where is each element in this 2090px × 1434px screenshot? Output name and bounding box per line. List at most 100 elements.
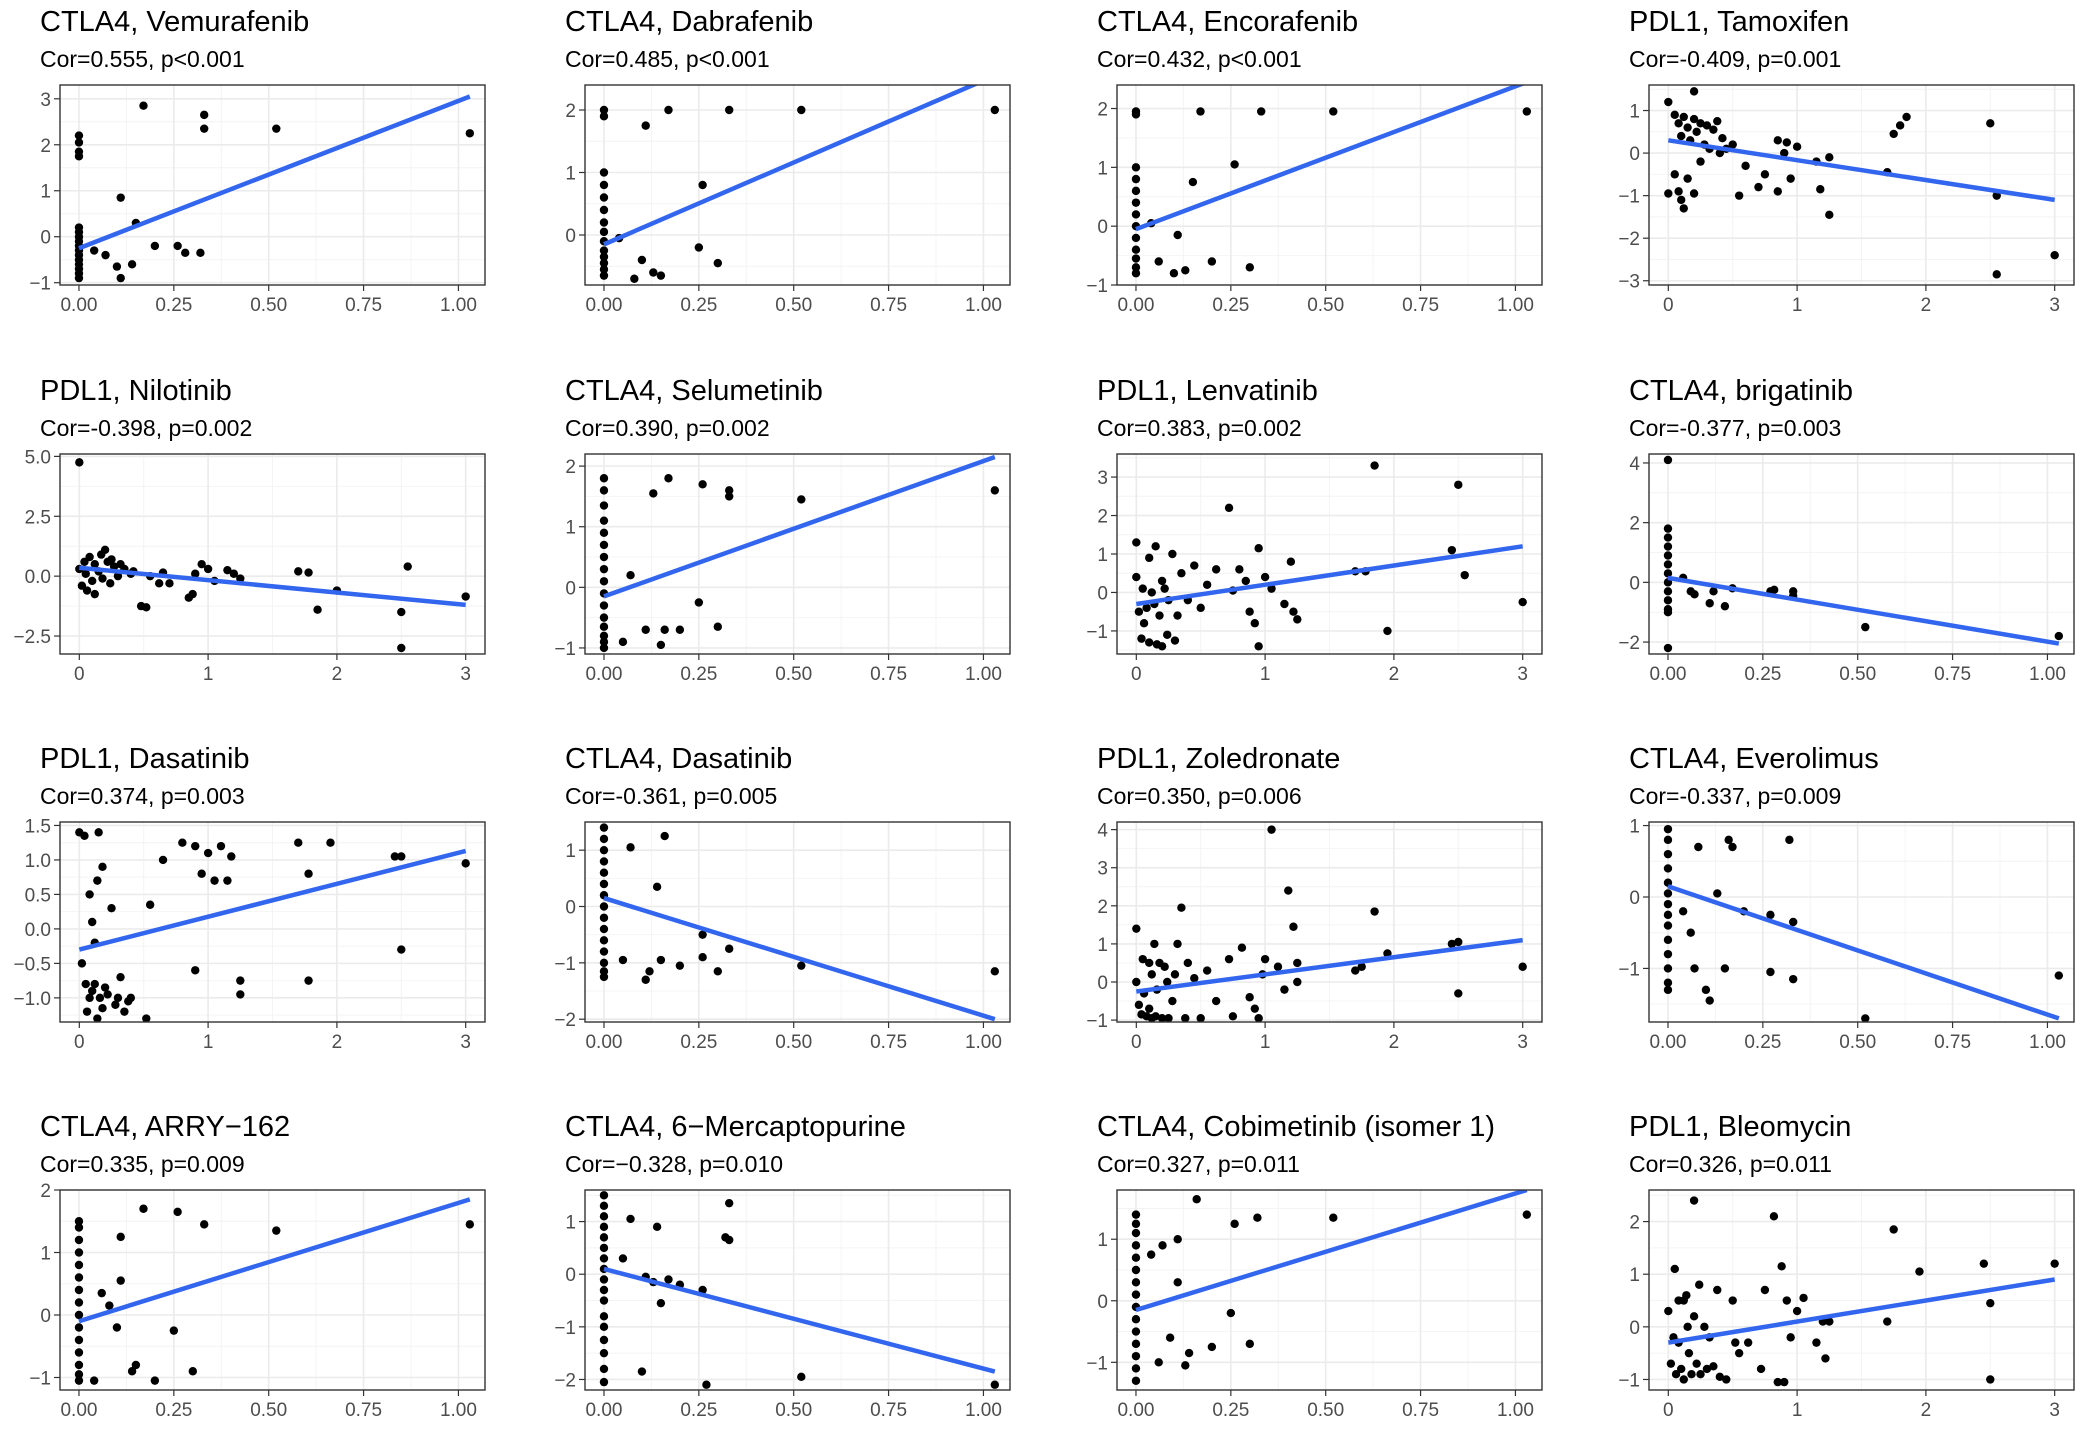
data-point bbox=[1663, 835, 1673, 845]
data-point bbox=[1694, 842, 1703, 852]
data-point bbox=[1702, 1364, 1712, 1374]
data-point bbox=[641, 975, 650, 984]
data-point bbox=[1131, 1228, 1141, 1238]
chart-panel-15: CTLA4, Cobimetinib (isomer 1) Cor=0.327, … bbox=[1086, 1111, 1543, 1421]
data-point bbox=[599, 879, 609, 889]
data-point bbox=[1132, 572, 1141, 582]
data-point bbox=[599, 1348, 609, 1358]
x-tick-label: 0 bbox=[74, 664, 85, 685]
data-point bbox=[1696, 157, 1705, 166]
data-point bbox=[1700, 1322, 1709, 1332]
x-tick-label: 0.75 bbox=[870, 295, 907, 316]
x-tick-label: 1.00 bbox=[965, 1032, 1002, 1053]
data-point bbox=[1825, 1317, 1834, 1326]
data-point bbox=[313, 605, 322, 614]
y-tick-label: −1 bbox=[554, 639, 576, 660]
panel-border bbox=[1116, 1189, 1543, 1391]
x-tick-label: 3 bbox=[2049, 1400, 2060, 1421]
data-point bbox=[272, 124, 281, 133]
data-point bbox=[1883, 1317, 1892, 1326]
data-point bbox=[649, 268, 658, 277]
data-point bbox=[1181, 1361, 1190, 1370]
data-point bbox=[1192, 1195, 1201, 1204]
y-tick-label: −1 bbox=[1618, 959, 1640, 980]
data-point bbox=[1770, 585, 1779, 595]
data-point bbox=[1825, 210, 1834, 219]
data-point bbox=[1666, 1359, 1676, 1368]
data-point bbox=[1211, 996, 1221, 1006]
data-point bbox=[94, 828, 103, 837]
data-point bbox=[1196, 1013, 1205, 1022]
regression-line bbox=[1135, 544, 1524, 607]
x-tick-label: 2 bbox=[332, 1032, 343, 1053]
data-point bbox=[664, 105, 673, 115]
chart-panel-3: CTLA4, Encorafenib Cor=0.432, p<0.001 0.00… bbox=[1086, 6, 1543, 316]
data-point bbox=[1132, 977, 1141, 987]
data-point bbox=[1329, 1213, 1338, 1222]
data-point bbox=[1207, 1342, 1217, 1352]
data-point bbox=[1799, 1293, 1808, 1303]
data-point bbox=[93, 876, 102, 885]
data-point bbox=[702, 1380, 711, 1389]
chart-subtitle: Cor=-0.361, p=0.005 bbox=[565, 783, 777, 809]
data-point bbox=[1683, 1322, 1692, 1332]
data-point bbox=[461, 859, 470, 868]
data-point bbox=[618, 637, 628, 647]
x-tick-label: 0.75 bbox=[345, 295, 382, 316]
data-point bbox=[599, 1191, 609, 1200]
data-point bbox=[1709, 587, 1718, 596]
data-point bbox=[599, 218, 609, 227]
data-point bbox=[599, 868, 609, 877]
data-point bbox=[1663, 524, 1673, 533]
data-point bbox=[397, 945, 406, 954]
x-tick-label: 1.00 bbox=[440, 295, 477, 316]
y-tick-label: −0.5 bbox=[13, 954, 51, 975]
data-point bbox=[599, 631, 609, 641]
data-point bbox=[1663, 587, 1673, 596]
data-point bbox=[1705, 599, 1714, 608]
data-point bbox=[1254, 642, 1263, 651]
chart-panel-7: PDL1, Lenvatinib Cor=0.383, p=0.002 0 1 2 3 −1… bbox=[1086, 375, 1543, 685]
data-point bbox=[1682, 1291, 1691, 1300]
data-point bbox=[1674, 119, 1683, 128]
data-point bbox=[1760, 1285, 1770, 1295]
data-point bbox=[1780, 1377, 1789, 1387]
y-tick-label: −3 bbox=[1618, 272, 1640, 293]
data-point bbox=[1144, 638, 1154, 647]
y-tick-label: −1 bbox=[1618, 1370, 1640, 1391]
chart-panel-8: CTLA4, brigatinib Cor=-0.377, p=0.003 0.00… bbox=[1618, 375, 2075, 685]
data-point bbox=[599, 193, 609, 202]
panel-border bbox=[584, 84, 1011, 286]
x-tick-label: 0.25 bbox=[1744, 1032, 1781, 1053]
data-point bbox=[90, 979, 99, 989]
data-point bbox=[173, 241, 182, 251]
y-tick-label: 0 bbox=[1629, 1318, 1640, 1339]
marks-layer bbox=[599, 1191, 1000, 1389]
data-point bbox=[599, 1275, 609, 1284]
y-tick-label: −1 bbox=[1086, 622, 1108, 643]
data-point bbox=[1663, 889, 1673, 898]
data-point bbox=[599, 643, 609, 653]
data-point bbox=[127, 1367, 137, 1376]
data-point bbox=[1663, 824, 1673, 834]
data-point bbox=[1184, 1348, 1194, 1358]
data-point bbox=[1986, 119, 1995, 128]
data-point bbox=[93, 1014, 102, 1022]
data-point bbox=[1692, 1359, 1701, 1368]
data-point bbox=[1702, 121, 1712, 130]
chart-title: PDL1, Bleomycin bbox=[1629, 1111, 1851, 1143]
data-point bbox=[85, 890, 94, 899]
data-point bbox=[1522, 107, 1532, 116]
regression-line bbox=[603, 454, 996, 599]
chart-title: CTLA4, Dasatinib bbox=[565, 743, 792, 775]
data-point bbox=[1131, 1265, 1141, 1275]
x-tick-label: 0.50 bbox=[775, 1032, 812, 1053]
plot-area bbox=[1117, 1190, 1542, 1390]
panel-border bbox=[1116, 453, 1543, 655]
data-point bbox=[1154, 257, 1163, 266]
x-tick-label: 0.25 bbox=[155, 1400, 192, 1421]
data-point bbox=[1709, 125, 1718, 134]
y-tick-label: −1 bbox=[1086, 1353, 1108, 1374]
regression-line bbox=[1667, 575, 2060, 646]
